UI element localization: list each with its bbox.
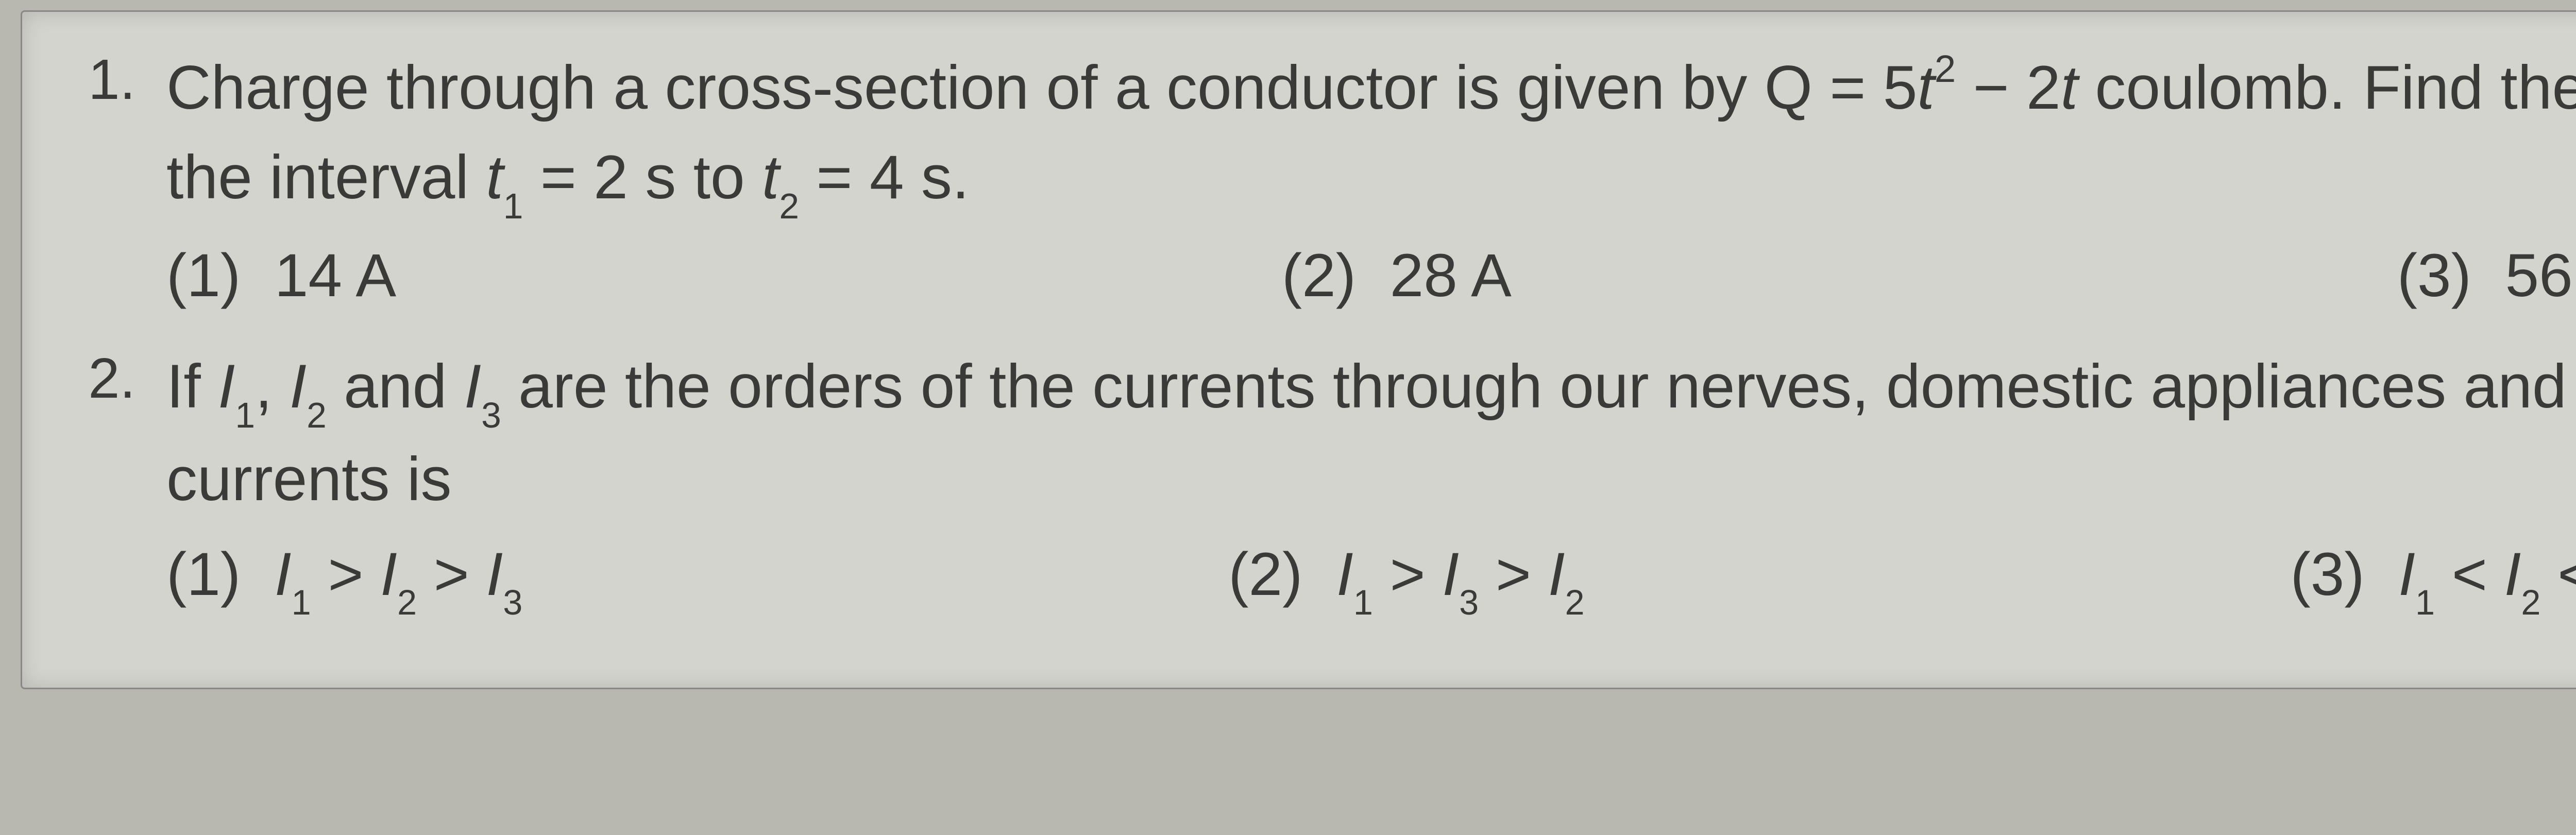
question-row: 2. If I1, I2 and I3 are the orders of th… [84, 342, 2576, 524]
option-value: 14 A [275, 242, 396, 310]
option-label: (3) [2290, 540, 2364, 608]
option-value: I1 < I2 < I3 [2398, 540, 2576, 608]
question-page: 1. Charge through a cross-section of a c… [21, 10, 2576, 689]
option-value: I1 > I2 > I3 [275, 540, 523, 608]
question-block: 1. Charge through a cross-section of a c… [84, 43, 2576, 311]
options-row: (1) I1 > I2 > I3 (2) I1 > I3 > I2 (3) I1… [84, 539, 2576, 616]
option-value: 56 A [2505, 242, 2576, 310]
question-block: 2. If I1, I2 and I3 are the orders of th… [84, 342, 2576, 616]
question-number: 1. [84, 43, 135, 112]
option-label: (1) [166, 540, 241, 608]
option-label: (3) [2397, 242, 2471, 310]
question-row: 1. Charge through a cross-section of a c… [84, 43, 2576, 225]
question-number: 2. [84, 342, 135, 411]
option-value: I1 > I3 > I2 [1336, 540, 1585, 608]
option-2: (2) I1 > I3 > I2 [1228, 539, 1584, 616]
option-1: (1) I1 > I2 > I3 [166, 539, 522, 616]
option-3: (3) 56 A [2397, 241, 2576, 311]
option-label: (2) [1228, 540, 1302, 608]
options-row: (1) 14 A (2) 28 A (3) 56 A (4) 7 A [84, 241, 2576, 311]
question-text: Charge through a cross-section of a cond… [166, 43, 2576, 225]
question-text: If I1, I2 and I3 are the orders of the c… [166, 342, 2576, 524]
option-label: (2) [1282, 242, 1356, 310]
option-2: (2) 28 A [1282, 241, 1512, 311]
option-1: (1) 14 A [166, 241, 396, 311]
option-label: (1) [166, 242, 241, 310]
option-value: 28 A [1390, 242, 1512, 310]
option-3: (3) I1 < I2 < I3 [2290, 539, 2576, 616]
